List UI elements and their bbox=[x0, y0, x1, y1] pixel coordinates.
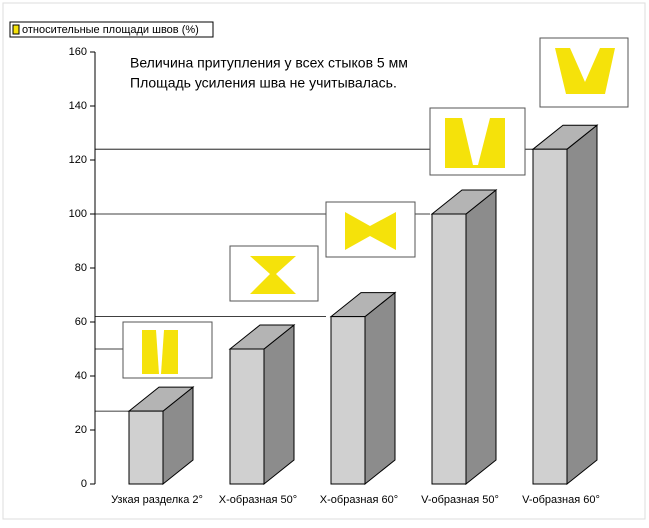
bar bbox=[330, 316, 366, 485]
y-tick-label: 60 bbox=[75, 316, 87, 328]
legend-swatch bbox=[12, 24, 20, 35]
bar-side bbox=[465, 188, 497, 486]
y-tick-label: 80 bbox=[75, 262, 87, 274]
y-tick-label: 120 bbox=[69, 154, 87, 166]
weld bbox=[345, 212, 396, 250]
legend-label: относительные площади швов (%) bbox=[22, 24, 199, 36]
bar bbox=[229, 348, 265, 485]
bars: 0 20 40 60 80 100 120 140 160 Узкая разделка 2° X-… bbox=[69, 46, 600, 506]
x-tick-label: V-образная 60° bbox=[522, 494, 600, 506]
bar-side bbox=[263, 323, 295, 486]
legend bbox=[9, 21, 214, 38]
bar bbox=[431, 213, 467, 485]
bar-side bbox=[566, 124, 598, 486]
weld-gap bbox=[156, 330, 164, 374]
weld bbox=[555, 48, 615, 94]
weld bbox=[250, 256, 296, 294]
y-tick-label: 40 bbox=[75, 370, 87, 382]
bar bbox=[532, 148, 568, 485]
x-tick-label: V-образная 50° bbox=[421, 494, 499, 506]
x-tick-label: X-образная 50° bbox=[219, 494, 297, 506]
y-tick-label: 0 bbox=[81, 478, 87, 490]
sketch-box bbox=[429, 107, 526, 176]
y-tick-label: 100 bbox=[69, 208, 87, 220]
annotation: Площадь усиления шва не учитывалась. bbox=[130, 75, 397, 91]
bar-side bbox=[364, 291, 396, 486]
x-tick-label: X-образная 60° bbox=[320, 494, 398, 506]
annotation: Величина притупления у всех стыков 5 мм bbox=[130, 55, 408, 71]
weld-sketches bbox=[122, 37, 629, 379]
y-tick-label: 140 bbox=[69, 100, 87, 112]
weld bbox=[445, 118, 505, 168]
y-tick-label: 20 bbox=[75, 424, 87, 436]
x-tick-label: Узкая разделка 2° bbox=[111, 494, 203, 506]
bar bbox=[128, 410, 164, 485]
y-tick-label: 160 bbox=[69, 46, 87, 58]
